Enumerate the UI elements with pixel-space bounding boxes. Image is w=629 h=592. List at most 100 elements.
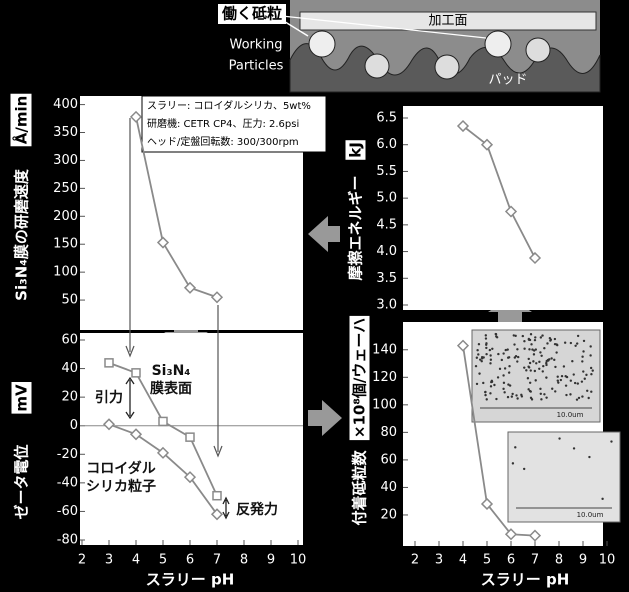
y-tick-label: 300	[53, 153, 78, 168]
marker	[213, 492, 221, 500]
particle	[485, 31, 511, 57]
particle	[309, 31, 335, 57]
micrograph-dot	[540, 398, 542, 400]
micrograph-dot	[491, 380, 493, 382]
micrograph-dot	[590, 367, 592, 369]
micrograph-dot	[478, 372, 480, 374]
micrograph-dot	[491, 348, 493, 350]
y-tick-label: 0	[70, 418, 78, 433]
micrograph-dot	[515, 394, 517, 396]
micrograph-dot	[573, 447, 575, 449]
y-axis-unit: mV	[13, 384, 31, 412]
micrograph-dot	[495, 335, 497, 337]
micrograph-dot	[586, 390, 588, 392]
micrograph-dot	[482, 382, 484, 384]
micrograph-dot	[540, 393, 542, 395]
y-tick-label: 400	[53, 97, 78, 112]
micrograph-dot	[570, 342, 572, 344]
micrograph-dot	[477, 353, 479, 355]
micrograph-dot	[525, 369, 527, 371]
marker	[105, 359, 113, 367]
micrograph-dot	[490, 385, 492, 387]
x-tick-label: 3	[105, 553, 113, 568]
y-tick-label: 6.0	[376, 137, 397, 152]
y-tick-label: 5.5	[376, 164, 397, 179]
y-axis-label: ゼータ電位	[13, 444, 31, 519]
micrograph-dot	[563, 365, 565, 367]
micrograph-dot	[576, 342, 578, 344]
micrograph-dot	[554, 338, 556, 340]
micrograph-dot	[527, 377, 529, 379]
micrograph-dot	[565, 394, 567, 396]
micrograph-dot	[587, 397, 589, 399]
micrograph-dot	[493, 384, 495, 386]
micrograph-dot	[534, 336, 536, 338]
micrograph-dot	[512, 462, 514, 464]
micrograph-dot	[516, 397, 518, 399]
micrograph-dot	[589, 354, 591, 356]
scale-label: 10.0um	[557, 411, 584, 419]
micrograph-dot	[508, 365, 510, 367]
micrograph-dot	[533, 349, 535, 351]
micrograph-dot	[508, 371, 510, 373]
micrograph-dot	[511, 393, 513, 395]
y-axis-unit: Å/min	[12, 96, 31, 145]
x-tick-label: 6	[186, 553, 194, 568]
micrograph-dot	[543, 393, 545, 395]
micrograph-dot	[573, 373, 575, 375]
micrograph-dot	[516, 360, 518, 362]
micrograph-dot	[553, 359, 555, 361]
x-tick-label: 2	[411, 553, 419, 568]
micrograph-dot	[539, 388, 541, 390]
micrograph-dot	[502, 388, 504, 390]
micrograph-dot	[533, 353, 535, 355]
micrograph-dot	[569, 393, 571, 395]
micrograph-dot	[529, 390, 531, 392]
micrograph-dot	[556, 344, 558, 346]
micrograph-dot	[546, 342, 548, 344]
y-tick-label: 60	[380, 452, 397, 467]
series-label: Si₃N₄ 膜表面	[150, 362, 192, 398]
micrograph-dot	[504, 367, 506, 369]
y-tick-label: 80	[380, 425, 397, 440]
micrograph-dot	[590, 391, 592, 393]
micrograph-dot	[523, 468, 525, 470]
x-axis-label: スラリー pH	[146, 571, 235, 589]
scale-label: 10.0um	[577, 511, 604, 519]
micrograph-dot	[530, 369, 532, 371]
micrograph-dot	[527, 366, 529, 368]
micrograph-dot	[476, 383, 478, 385]
micrograph-dot	[481, 356, 483, 358]
micrograph-dot	[561, 375, 563, 377]
micrograph-dot	[502, 352, 504, 354]
marker	[132, 369, 140, 377]
series-label: コロイダル シリカ粒子	[86, 460, 156, 496]
micrograph-dot	[542, 365, 544, 367]
micrograph-dot	[528, 358, 530, 360]
micrograph-dot	[485, 337, 487, 339]
y-tick-label: 350	[53, 125, 78, 140]
plot-area	[403, 106, 603, 310]
micrograph-dot	[479, 358, 481, 360]
micrograph-dot	[514, 446, 516, 448]
y-tick-label: 40	[380, 480, 397, 495]
micrograph-dot	[531, 398, 533, 400]
y-tick-label: 120	[372, 370, 397, 385]
micrograph-dot	[485, 347, 487, 349]
micrograph-dot	[513, 343, 515, 345]
micrograph-dot	[592, 369, 594, 371]
micrograph-dot	[528, 348, 530, 350]
y-tick-label: 3.0	[376, 298, 397, 313]
micrograph-dot	[522, 335, 524, 337]
annotation: スラリー: コロイダルシリカ、5wt%	[147, 99, 311, 112]
micrograph-dot	[530, 343, 532, 345]
y-tick-label: 5.0	[376, 191, 397, 206]
micrograph-dot	[475, 365, 477, 367]
micrograph-dot	[476, 349, 478, 351]
micrograph-dot	[529, 362, 531, 364]
x-tick-label: 7	[213, 553, 221, 568]
x-tick-label: 5	[483, 553, 491, 568]
micrograph-dot	[558, 437, 560, 439]
micrograph-dot	[478, 343, 480, 345]
annotation: 研磨機: CETR CP4、圧力: 2.6psi	[147, 117, 299, 130]
